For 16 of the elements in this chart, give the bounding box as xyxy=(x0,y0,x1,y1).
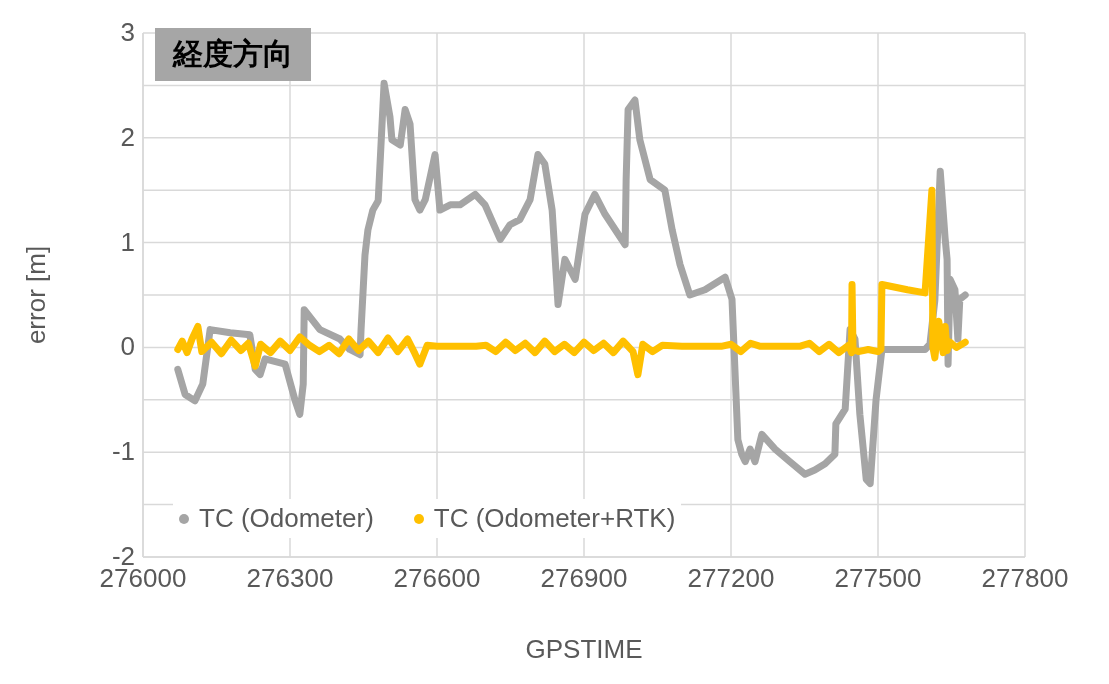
y-axis-title: error [m] xyxy=(21,245,52,345)
y-tick-label: 3 xyxy=(120,17,135,47)
x-tick-label: 276900 xyxy=(540,563,628,593)
y-tick-label: -1 xyxy=(111,436,135,467)
y-tick-label: 1 xyxy=(120,226,135,257)
x-axis-title: GPSTIME xyxy=(525,634,643,664)
x-tick-label: 276300 xyxy=(246,563,334,593)
y-tick-label: 0 xyxy=(120,331,135,362)
x-tick-label: 277800 xyxy=(981,563,1069,593)
x-tick-label: 276600 xyxy=(393,563,481,593)
legend-label: TC (Odometer+RTK) xyxy=(433,503,676,534)
x-tick-label: 277500 xyxy=(834,563,922,593)
x-tick-label: 277200 xyxy=(687,563,775,593)
y-tick-label: 2 xyxy=(120,121,135,152)
legend-label: TC (Odometer) xyxy=(199,503,374,534)
chart-title: 経度方向 xyxy=(155,28,311,81)
